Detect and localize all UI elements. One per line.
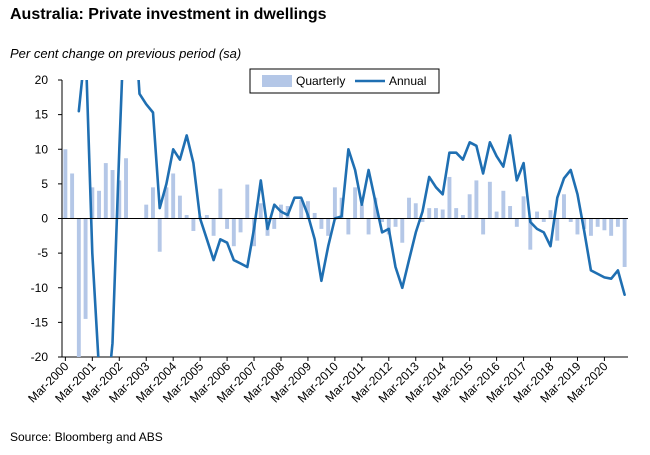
quarterly-bar [595, 218, 600, 227]
quarterly-bar [346, 218, 351, 235]
quarterly-bar [420, 218, 425, 222]
quarterly-bar [157, 218, 162, 252]
quarterly-bar [177, 195, 182, 219]
quarterly-bar [184, 215, 189, 219]
quarterly-bar [171, 173, 176, 219]
legend-quarterly-swatch [262, 75, 292, 87]
quarterly-bar [373, 197, 378, 219]
quarterly-bar [90, 187, 95, 219]
quarterly-bar [211, 218, 216, 236]
quarterly-bar [588, 218, 593, 236]
quarterly-bar [164, 187, 169, 219]
quarterly-bar [63, 149, 68, 219]
chart-title: Australia: Private investment in dwellin… [10, 6, 327, 23]
quarterly-bar [413, 203, 418, 219]
quarterly-bar [231, 218, 236, 247]
quarterly-bar [366, 218, 371, 235]
source-note: Source: Bloomberg and ABS [10, 430, 163, 444]
quarterly-bar [562, 194, 566, 219]
y-tick-label: -15 [31, 315, 49, 329]
quarterly-bar [305, 201, 310, 219]
plot-area [63, 80, 627, 357]
quarterly-bar [427, 208, 432, 219]
quarterly-bar [609, 218, 614, 236]
quarterly-bar [204, 215, 209, 219]
y-tick-label: 0 [41, 212, 48, 226]
quarterly-bar [97, 190, 102, 219]
quarterly-bar [326, 218, 331, 236]
y-tick-label: 5 [41, 177, 48, 191]
quarterly-bar [467, 194, 472, 219]
quarterly-bar [508, 206, 513, 219]
quarterly-bar [400, 218, 405, 243]
quarterly-bar [548, 210, 553, 219]
quarterly-bar [191, 218, 196, 231]
quarterly-bar [440, 209, 445, 219]
quarterly-bar [124, 158, 128, 219]
quarterly-bar [514, 218, 519, 227]
quarterly-bar [501, 190, 506, 219]
legend-quarterly-label: Quarterly [296, 74, 345, 88]
quarterly-bar [103, 163, 108, 219]
quarterly-bar [238, 218, 243, 233]
quarterly-bar [521, 196, 526, 219]
quarterly-bar [380, 218, 385, 222]
quarterly-bar [474, 180, 479, 219]
quarterly-bar [110, 170, 115, 219]
quarterly-bar [460, 215, 465, 219]
quarterly-bar [144, 204, 149, 219]
quarterly-bar [70, 173, 75, 219]
quarterly-bar [568, 218, 573, 222]
quarterly-bar [454, 208, 459, 219]
quarterly-bar [487, 181, 492, 219]
quarterly-bar [225, 218, 230, 229]
quarterly-bar [319, 218, 324, 229]
quarterly-bar [393, 218, 398, 227]
y-tick-label: 20 [35, 73, 49, 87]
quarterly-bar [434, 208, 438, 219]
quarterly-bar [359, 204, 364, 219]
quarterly-bar [332, 187, 337, 219]
legend: Quarterly Annual [249, 68, 440, 94]
y-tick-label: -10 [31, 281, 49, 295]
quarterly-bar [535, 211, 539, 219]
quarterly-bar [258, 203, 263, 219]
quarterly-bar [447, 176, 452, 219]
quarterly-bar [299, 199, 304, 219]
quarterly-bar [582, 218, 587, 229]
quarterly-bar [407, 197, 411, 219]
legend-annual-label: Annual [389, 74, 426, 88]
quarterly-bar [218, 188, 223, 219]
y-tick-label: 15 [35, 108, 49, 122]
quarterly-bar [76, 218, 81, 357]
quarterly-bar [602, 218, 607, 231]
y-tick-label: 10 [35, 142, 49, 156]
quarterly-bar [622, 218, 627, 267]
annual-line [77, 80, 626, 357]
quarterly-bar [575, 218, 580, 235]
quarterly-bar [386, 218, 391, 235]
quarterly-bar [272, 218, 277, 229]
quarterly-bar [117, 180, 122, 219]
quarterly-bar [555, 218, 560, 241]
quarterly-bar [541, 218, 546, 222]
y-tick-label: -5 [37, 246, 48, 260]
quarterly-bar [312, 212, 317, 219]
y-axis-unit-label: Per cent change on previous period (sa) [10, 46, 242, 61]
quarterly-bar [615, 218, 620, 227]
quarterly-bar [481, 218, 486, 235]
quarterly-bar [151, 187, 155, 219]
quarterly-bar [353, 187, 358, 219]
quarterly-bar [528, 218, 533, 250]
quarterly-bar [245, 184, 250, 219]
y-tick-label: -20 [31, 350, 49, 364]
quarterly-bar [494, 211, 499, 219]
quarterly-bar [83, 218, 88, 319]
